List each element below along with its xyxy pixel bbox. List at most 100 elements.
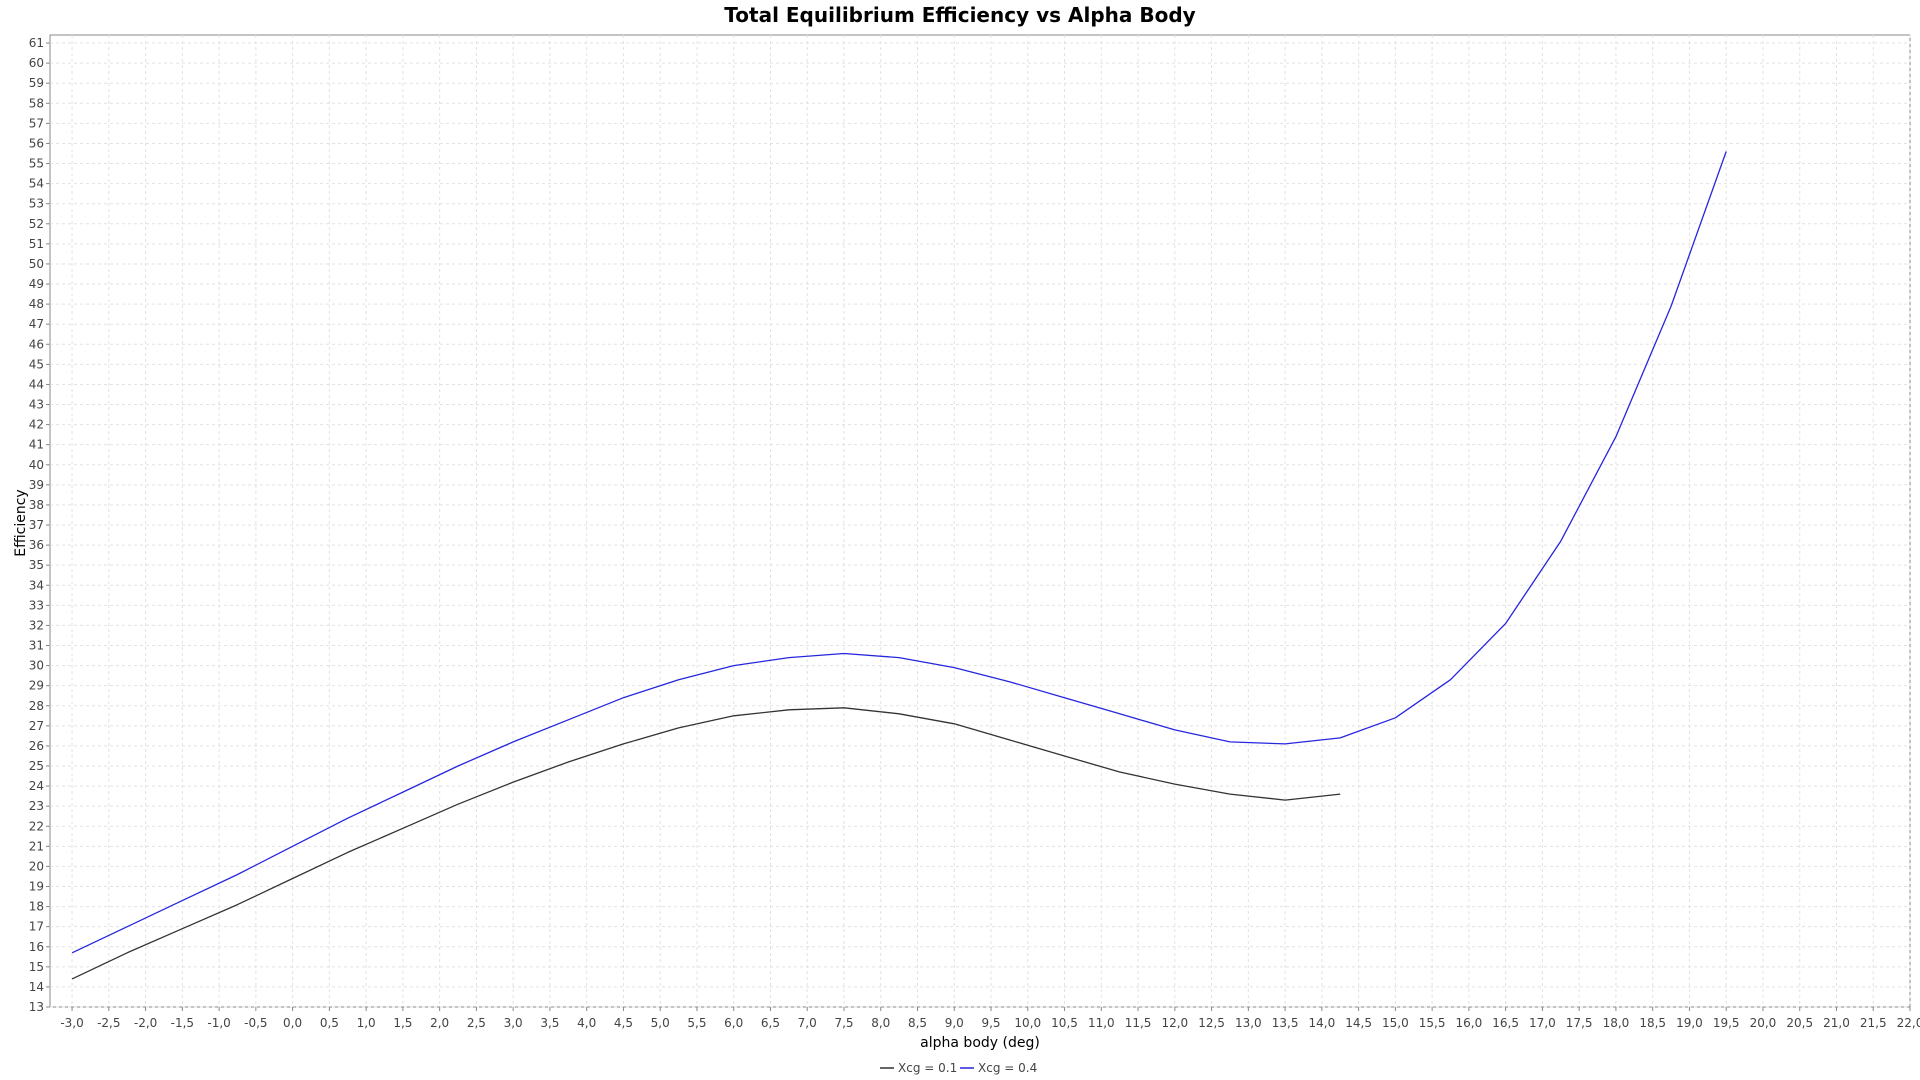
y-tick-label: 33 [29,598,44,612]
y-tick-label: 19 [29,880,44,894]
y-tick-label: 36 [29,538,44,552]
y-tick-label: 44 [29,377,44,391]
x-tick-label: 10,0 [1014,1016,1041,1030]
x-tick-label: 0,0 [283,1016,302,1030]
y-tick-label: 46 [29,337,44,351]
x-tick-label: 6,0 [724,1016,743,1030]
x-tick-label: 16,5 [1492,1016,1519,1030]
y-tick-label: 28 [29,699,44,713]
x-tick-label: -3,0 [60,1016,83,1030]
series-lines [71,151,1727,980]
y-tick-label: 51 [29,237,44,251]
x-tick-label: 19,0 [1676,1016,1703,1030]
x-axis-label: alpha body (deg) [920,1035,1040,1051]
y-tick-label: 61 [29,36,44,50]
y-tick-label: 21 [29,839,44,853]
x-tick-label: 11,0 [1088,1016,1115,1030]
x-tick-label: -2,0 [134,1016,157,1030]
x-tick-label: 12,0 [1161,1016,1188,1030]
y-tick-label: 26 [29,739,44,753]
series-line-1 [71,707,1341,980]
y-tick-label: 53 [29,197,44,211]
legend: Xcg = 0.1 Xcg = 0.4 [880,1061,1037,1075]
x-tick-label: 20,5 [1786,1016,1813,1030]
y-tick-label: 49 [29,277,44,291]
y-tick-label: 48 [29,297,44,311]
y-tick-label: 54 [29,177,44,191]
y-tick-label: 20 [29,859,44,873]
x-tick-label: 12,5 [1198,1016,1225,1030]
x-tick-label: 17,5 [1566,1016,1593,1030]
x-tick-label: 6,5 [761,1016,780,1030]
y-tick-label: 27 [29,719,44,733]
y-tick-label: 42 [29,418,44,432]
x-tick-label: 20,0 [1750,1016,1777,1030]
x-tick-label: 19,5 [1713,1016,1740,1030]
x-tick-label: 8,5 [908,1016,927,1030]
x-axis-ticks: -3,0 -2,5 -2,0 -1,5 -1,0 -0,5 0,0 0,5 1,0 1,5 2,0 2… [60,1007,1920,1030]
y-tick-label: 45 [29,357,44,371]
x-tick-label: 17,0 [1529,1016,1556,1030]
y-tick-label: 52 [29,217,44,231]
x-tick-label: 2,0 [430,1016,449,1030]
x-tick-label: 9,0 [945,1016,964,1030]
legend-label: Xcg = 0.1 [898,1061,957,1075]
legend-label: Xcg = 0.4 [978,1061,1037,1075]
x-tick-label: 10,5 [1051,1016,1078,1030]
x-tick-label: -1,0 [207,1016,230,1030]
x-tick-label: 1,5 [393,1016,412,1030]
y-axis-ticks: 13 14 15 16 17 18 19 20 21 22 23 24 25 26 27 28 29 30 31 32… [29,36,50,1014]
y-tick-label: 34 [29,578,44,592]
x-tick-label: 3,5 [540,1016,559,1030]
y-tick-label: 18 [29,900,44,914]
y-tick-label: 39 [29,478,44,492]
y-tick-label: 24 [29,779,44,793]
x-tick-label: 16,0 [1456,1016,1483,1030]
x-tick-label: 2,5 [467,1016,486,1030]
y-axis-label: Efficiency [13,489,29,556]
x-tick-label: 15,0 [1382,1016,1409,1030]
x-tick-label: 15,5 [1419,1016,1446,1030]
x-tick-label: 5,0 [651,1016,670,1030]
y-tick-label: 16 [29,940,44,954]
y-tick-label: 31 [29,639,44,653]
y-tick-label: 57 [29,116,44,130]
x-tick-label: -0,5 [244,1016,267,1030]
x-tick-label: 13,5 [1272,1016,1299,1030]
x-tick-label: 4,5 [614,1016,633,1030]
y-tick-label: 40 [29,458,44,472]
x-tick-label: 7,5 [834,1016,853,1030]
y-tick-label: 43 [29,398,44,412]
x-tick-label: 5,5 [687,1016,706,1030]
y-tick-label: 17 [29,920,44,934]
y-tick-label: 38 [29,498,44,512]
y-tick-label: 30 [29,659,44,673]
x-tick-label: 9,5 [981,1016,1000,1030]
x-tick-label: 1,0 [357,1016,376,1030]
x-tick-label: 18,0 [1603,1016,1630,1030]
x-tick-label: -1,5 [171,1016,194,1030]
x-tick-label: 18,5 [1639,1016,1666,1030]
x-tick-label: 3,0 [504,1016,523,1030]
y-tick-label: 55 [29,157,44,171]
y-tick-label: 37 [29,518,44,532]
y-tick-label: 56 [29,136,44,150]
grid-lines [50,35,1911,1008]
x-tick-label: 4,0 [577,1016,596,1030]
y-tick-label: 14 [29,980,44,994]
y-tick-label: 23 [29,799,44,813]
x-tick-label: 21,0 [1823,1016,1850,1030]
y-tick-label: 41 [29,438,44,452]
y-tick-label: 29 [29,679,44,693]
x-tick-label: 11,5 [1125,1016,1152,1030]
x-tick-label: 22,0 [1897,1016,1920,1030]
y-tick-label: 15 [29,960,44,974]
y-tick-label: 58 [29,96,44,110]
x-tick-label: 13,0 [1235,1016,1262,1030]
x-tick-label: 14,0 [1308,1016,1335,1030]
plot-area [49,34,1911,1008]
y-tick-label: 60 [29,56,44,70]
y-tick-label: 59 [29,76,44,90]
x-tick-label: 14,5 [1345,1016,1372,1030]
